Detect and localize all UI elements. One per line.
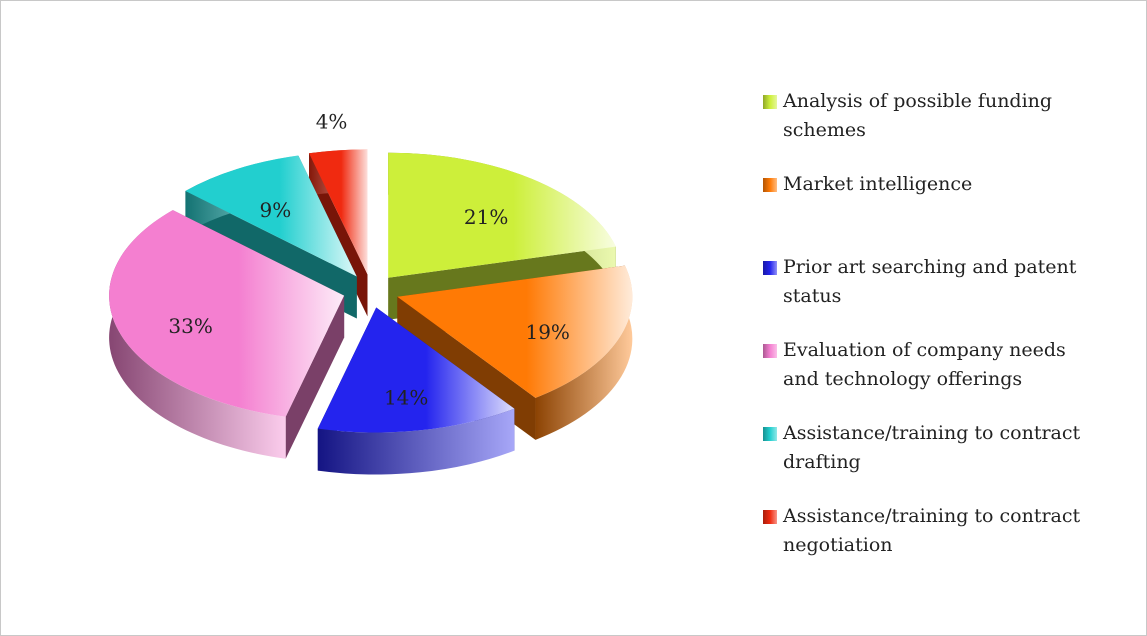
data-label: 9% [260,198,292,222]
slice-side [109,210,286,459]
slice [185,155,357,277]
legend-swatch [763,344,777,358]
slice-side [317,408,515,475]
legend-label: Market intelligence [783,173,973,195]
legend-swatch [763,95,777,109]
pie-area: 21% 19% 14% 33% 9% 4% [109,110,633,475]
slice-side [285,295,345,459]
slice [309,149,368,275]
legend-label: Assistance/training to contract drafting [783,422,1081,473]
slice [109,210,345,417]
legend-item: Assistance/training to contract negotiat… [763,502,1083,560]
legend-swatch [763,427,777,441]
legend-label: Evaluation of company needs and technolo… [783,339,1066,390]
legend-label: Assistance/training to contract negotiat… [783,505,1081,556]
slice-side [535,265,633,440]
legend-swatch [763,261,777,275]
data-label: 4% [316,110,348,134]
legend-item: Market intelligence [763,170,1083,199]
legend-swatch [763,178,777,192]
legend-item: Prior art searching and patent status [763,253,1083,311]
legend-swatch [763,510,777,524]
legend-label: Prior art searching and patent status [783,256,1077,307]
legend-item: Evaluation of company needs and technolo… [763,336,1083,394]
legend-item: Analysis of possible funding schemes [763,87,1083,145]
slice [397,265,633,398]
legend-item: Assistance/training to contract drafting [763,419,1083,477]
slice [388,152,616,278]
legend-label: Analysis of possible funding schemes [783,90,1053,141]
data-label: 14% [384,385,428,409]
data-label: 21% [464,205,508,229]
data-label: 19% [525,320,569,344]
data-label: 33% [168,314,212,338]
slice [317,307,515,433]
